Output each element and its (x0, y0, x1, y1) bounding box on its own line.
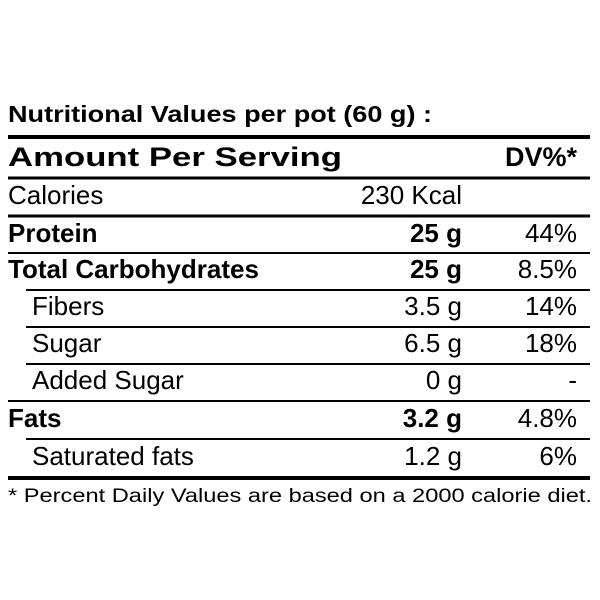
row-label: Calories (8, 180, 103, 210)
row-dv: 44% (525, 218, 577, 248)
row-amount: 25 g (410, 218, 462, 248)
footnote: * Percent Daily Values are based on a 20… (8, 486, 592, 507)
row-label: Fats (8, 403, 61, 433)
row-dv: - (568, 365, 577, 395)
row-dv: 4.8% (518, 403, 577, 433)
row-amount: 1.2 g (404, 441, 462, 471)
row-label: Saturated fats (32, 441, 194, 471)
rows: Calories 230 Kcal Protein 25 g 44% Total Carb… (8, 180, 590, 471)
row-amount: 230 Kcal (361, 180, 462, 210)
row-dv: 18% (525, 328, 577, 358)
row-dv: 14% (525, 291, 577, 321)
title: Nutritional Values per pot (60 g) : (8, 101, 432, 127)
header-label: Amount Per Serving (8, 142, 342, 172)
row-label: Fibers (32, 291, 104, 321)
row-amount: 0 g (426, 365, 462, 395)
row-label: Protein (8, 218, 98, 248)
row-dv: 6% (539, 441, 577, 471)
row-label: Sugar (32, 328, 102, 358)
row-amount: 25 g (410, 254, 462, 284)
row-amount: 3.2 g (403, 403, 462, 433)
row-label: Total Carbohydrates (8, 254, 259, 284)
row-label: Added Sugar (32, 365, 184, 395)
row-amount: 6.5 g (404, 328, 462, 358)
row-amount: 3.5 g (404, 291, 462, 321)
row-dv: 8.5% (518, 254, 577, 284)
header-dv: DV%* (505, 142, 578, 172)
